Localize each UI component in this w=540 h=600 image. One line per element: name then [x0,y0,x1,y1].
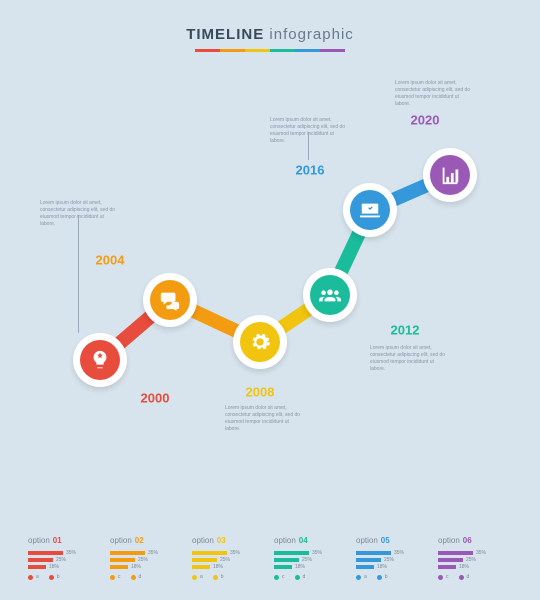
option-dots: cd [438,574,512,580]
option-bars: 35%25%18% [356,550,430,569]
description-text: Lorem ipsum dolor sit amet, consectetur … [395,80,473,108]
year-label: 2004 [96,253,125,268]
option-label: option02 [110,536,184,545]
option-label: option05 [356,536,430,545]
page-title: TIMELINE infographic [0,26,540,43]
year-label: 2008 [246,385,275,400]
timeline-canvas: Lorem ipsum dolor sit amet, consectetur … [0,70,540,410]
rainbow-divider [195,49,345,52]
header: TIMELINE infographic [0,0,540,52]
option-06: option06 35%25%18% cd [438,536,512,580]
option-label: option01 [28,536,102,545]
option-dots: cd [110,574,184,580]
option-03: option03 35%25%18% ab [192,536,266,580]
option-dots: ab [192,574,266,580]
option-label: option06 [438,536,512,545]
description-text: Lorem ipsum dolor sit amet, consectetur … [225,405,303,433]
description-text: Lorem ipsum dolor sit amet, consectetur … [270,117,348,145]
option-bars: 35%25%18% [110,550,184,569]
users-icon [310,275,350,315]
year-label: 2020 [411,113,440,128]
option-bars: 35%25%18% [28,550,102,569]
year-label: 2016 [296,163,325,178]
option-dots: ab [356,574,430,580]
timeline-node-2000 [73,333,127,387]
title-thin: infographic [269,26,353,43]
option-bars: 35%25%18% [438,550,512,569]
year-label: 2012 [391,323,420,338]
option-05: option05 35%25%18% ab [356,536,430,580]
leader-line [78,215,79,333]
description-text: Lorem ipsum dolor sit amet, consectetur … [40,200,118,228]
option-label: option04 [274,536,348,545]
option-dots: ab [28,574,102,580]
title-bold: TIMELINE [186,26,264,43]
timeline-node-2016 [343,183,397,237]
timeline-node-2020 [423,148,477,202]
option-label: option03 [192,536,266,545]
chart-icon [430,155,470,195]
option-02: option02 35%25%18% cd [110,536,184,580]
timeline-node-2008 [233,315,287,369]
option-04: option04 35%25%18% cd [274,536,348,580]
option-bars: 35%25%18% [192,550,266,569]
timeline-node-2004 [143,273,197,327]
gears-icon [240,322,280,362]
chat-icon [150,280,190,320]
option-bars: 35%25%18% [274,550,348,569]
option-dots: cd [274,574,348,580]
timeline-node-2012 [303,268,357,322]
lightbulb-icon [80,340,120,380]
description-text: Lorem ipsum dolor sit amet, consectetur … [370,345,448,373]
year-label: 2000 [141,391,170,406]
option-01: option01 35%25%18% ab [28,536,102,580]
laptop-icon [350,190,390,230]
footer-options: option0135%25%18%aboption0235%25%18%cdop… [28,536,512,580]
